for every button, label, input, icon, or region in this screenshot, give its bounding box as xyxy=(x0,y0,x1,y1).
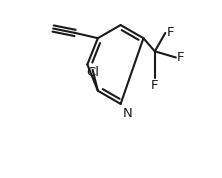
Text: N: N xyxy=(122,106,132,119)
Text: F: F xyxy=(167,26,174,40)
Text: F: F xyxy=(177,51,185,64)
Text: F: F xyxy=(151,79,159,92)
Text: Cl: Cl xyxy=(86,66,99,79)
